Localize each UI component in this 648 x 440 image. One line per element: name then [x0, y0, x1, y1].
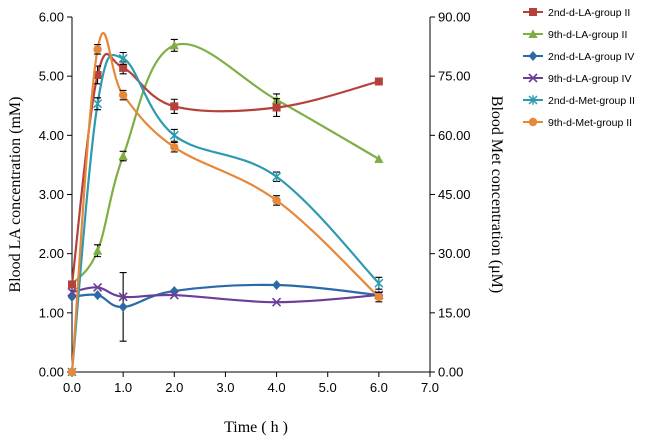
data-point [169, 290, 179, 300]
data-point [169, 40, 179, 50]
data-point [93, 98, 103, 109]
data-point [374, 292, 384, 302]
right-y-tick-label: 45.00 [438, 187, 471, 202]
series-line [71, 42, 380, 286]
legend-marker [528, 73, 538, 83]
legend-label: 2nd-d-LA-group IV [548, 51, 634, 63]
data-point [170, 102, 179, 111]
data-point [118, 90, 128, 100]
data-point [118, 292, 128, 302]
left-y-tick-label: 3.00 [39, 187, 64, 202]
left-y-tick-label: 4.00 [39, 128, 64, 143]
legend-entry: 9th-d-LA-group IV [523, 73, 631, 85]
data-point [92, 245, 103, 255]
legend-marker [528, 117, 538, 127]
data-point [272, 297, 282, 307]
left-y-tick-label: 0.00 [39, 365, 64, 380]
data-point [93, 282, 103, 292]
right-y-tick-label: 90.00 [438, 10, 471, 25]
series-layer [67, 31, 384, 377]
data-point [67, 367, 77, 377]
axes: 0.0 1.0 2.0 3.0 4.0 5.0 6.0 7.00.001.002.003.00… [39, 10, 471, 396]
x-tick-label: 4.0 [268, 380, 286, 395]
data-point [118, 301, 128, 312]
left-y-axis-title: Blood LA concentration (mM) [7, 97, 24, 293]
data-point [67, 287, 77, 297]
left-y-tick-label: 6.00 [39, 10, 64, 25]
data-point [272, 196, 281, 205]
x-tick-label: 0.0 [63, 380, 81, 395]
x-tick-label: 5.0 [319, 380, 337, 395]
right-y-tick-label: 60.00 [438, 128, 471, 143]
data-point [68, 280, 76, 289]
right-y-axis-title: Blood Met concentration (μM) [488, 96, 505, 293]
x-tick-label: 7.0 [421, 380, 439, 395]
right-y-tick-label: 0.00 [438, 365, 463, 380]
data-point [272, 280, 281, 291]
data-point [93, 290, 102, 301]
data-point [374, 154, 384, 163]
legend-entry: 2nd-d-LA-group IV [523, 51, 634, 63]
legend-label: 9th-d-LA-group IV [548, 73, 631, 85]
legend: 2nd-d-LA-group II 9th-d-LA-group II 2nd-d-… [523, 7, 635, 129]
right-y-tick-label: 15.00 [438, 305, 471, 320]
data-point [67, 291, 77, 302]
x-tick-label: 2.0 [165, 380, 183, 395]
series-2nd-d-la-group-iv [67, 272, 384, 342]
legend-label: 2nd-d-LA-group II [548, 7, 630, 19]
legend-label: 9th-d-Met-group II [548, 117, 632, 129]
data-point [93, 70, 102, 79]
legend-marker [529, 8, 537, 16]
x-axis-title: Time ( h ) [224, 419, 288, 436]
data-point [118, 53, 128, 64]
right-y-tick-label: 75.00 [438, 69, 471, 84]
legend-marker [528, 51, 538, 61]
legend-marker [528, 95, 538, 105]
data-point [374, 77, 383, 86]
series-9th-d-met-group-ii [67, 31, 384, 377]
legend-entry: 9th-d-Met-group II [523, 117, 632, 129]
series-line [70, 54, 380, 373]
legend-label: 9th-d-LA-group II [548, 29, 627, 41]
data-point [169, 130, 179, 141]
right-y-tick-label: 30.00 [438, 246, 471, 261]
legend-entry: 9th-d-LA-group II [523, 29, 627, 41]
data-point [272, 103, 281, 112]
series-line [70, 31, 380, 373]
x-tick-label: 1.0 [114, 380, 132, 395]
series-2nd-d-met-group-ii [67, 51, 384, 377]
legend-entry: 2nd-d-Met-group II [523, 95, 635, 107]
left-y-tick-label: 5.00 [39, 69, 64, 84]
left-y-tick-label: 2.00 [39, 246, 64, 261]
data-point [272, 171, 282, 182]
x-tick-label: 3.0 [216, 380, 234, 395]
legend-label: 2nd-d-Met-group II [548, 95, 635, 107]
x-tick-label: 6.0 [370, 380, 388, 395]
legend-marker [528, 29, 538, 38]
data-point [119, 63, 128, 72]
left-y-tick-label: 1.00 [39, 305, 64, 320]
legend-entry: 2nd-d-LA-group II [523, 7, 630, 19]
data-point [93, 45, 102, 54]
data-point [374, 278, 384, 289]
data-point [170, 142, 179, 152]
data-point [118, 151, 128, 161]
